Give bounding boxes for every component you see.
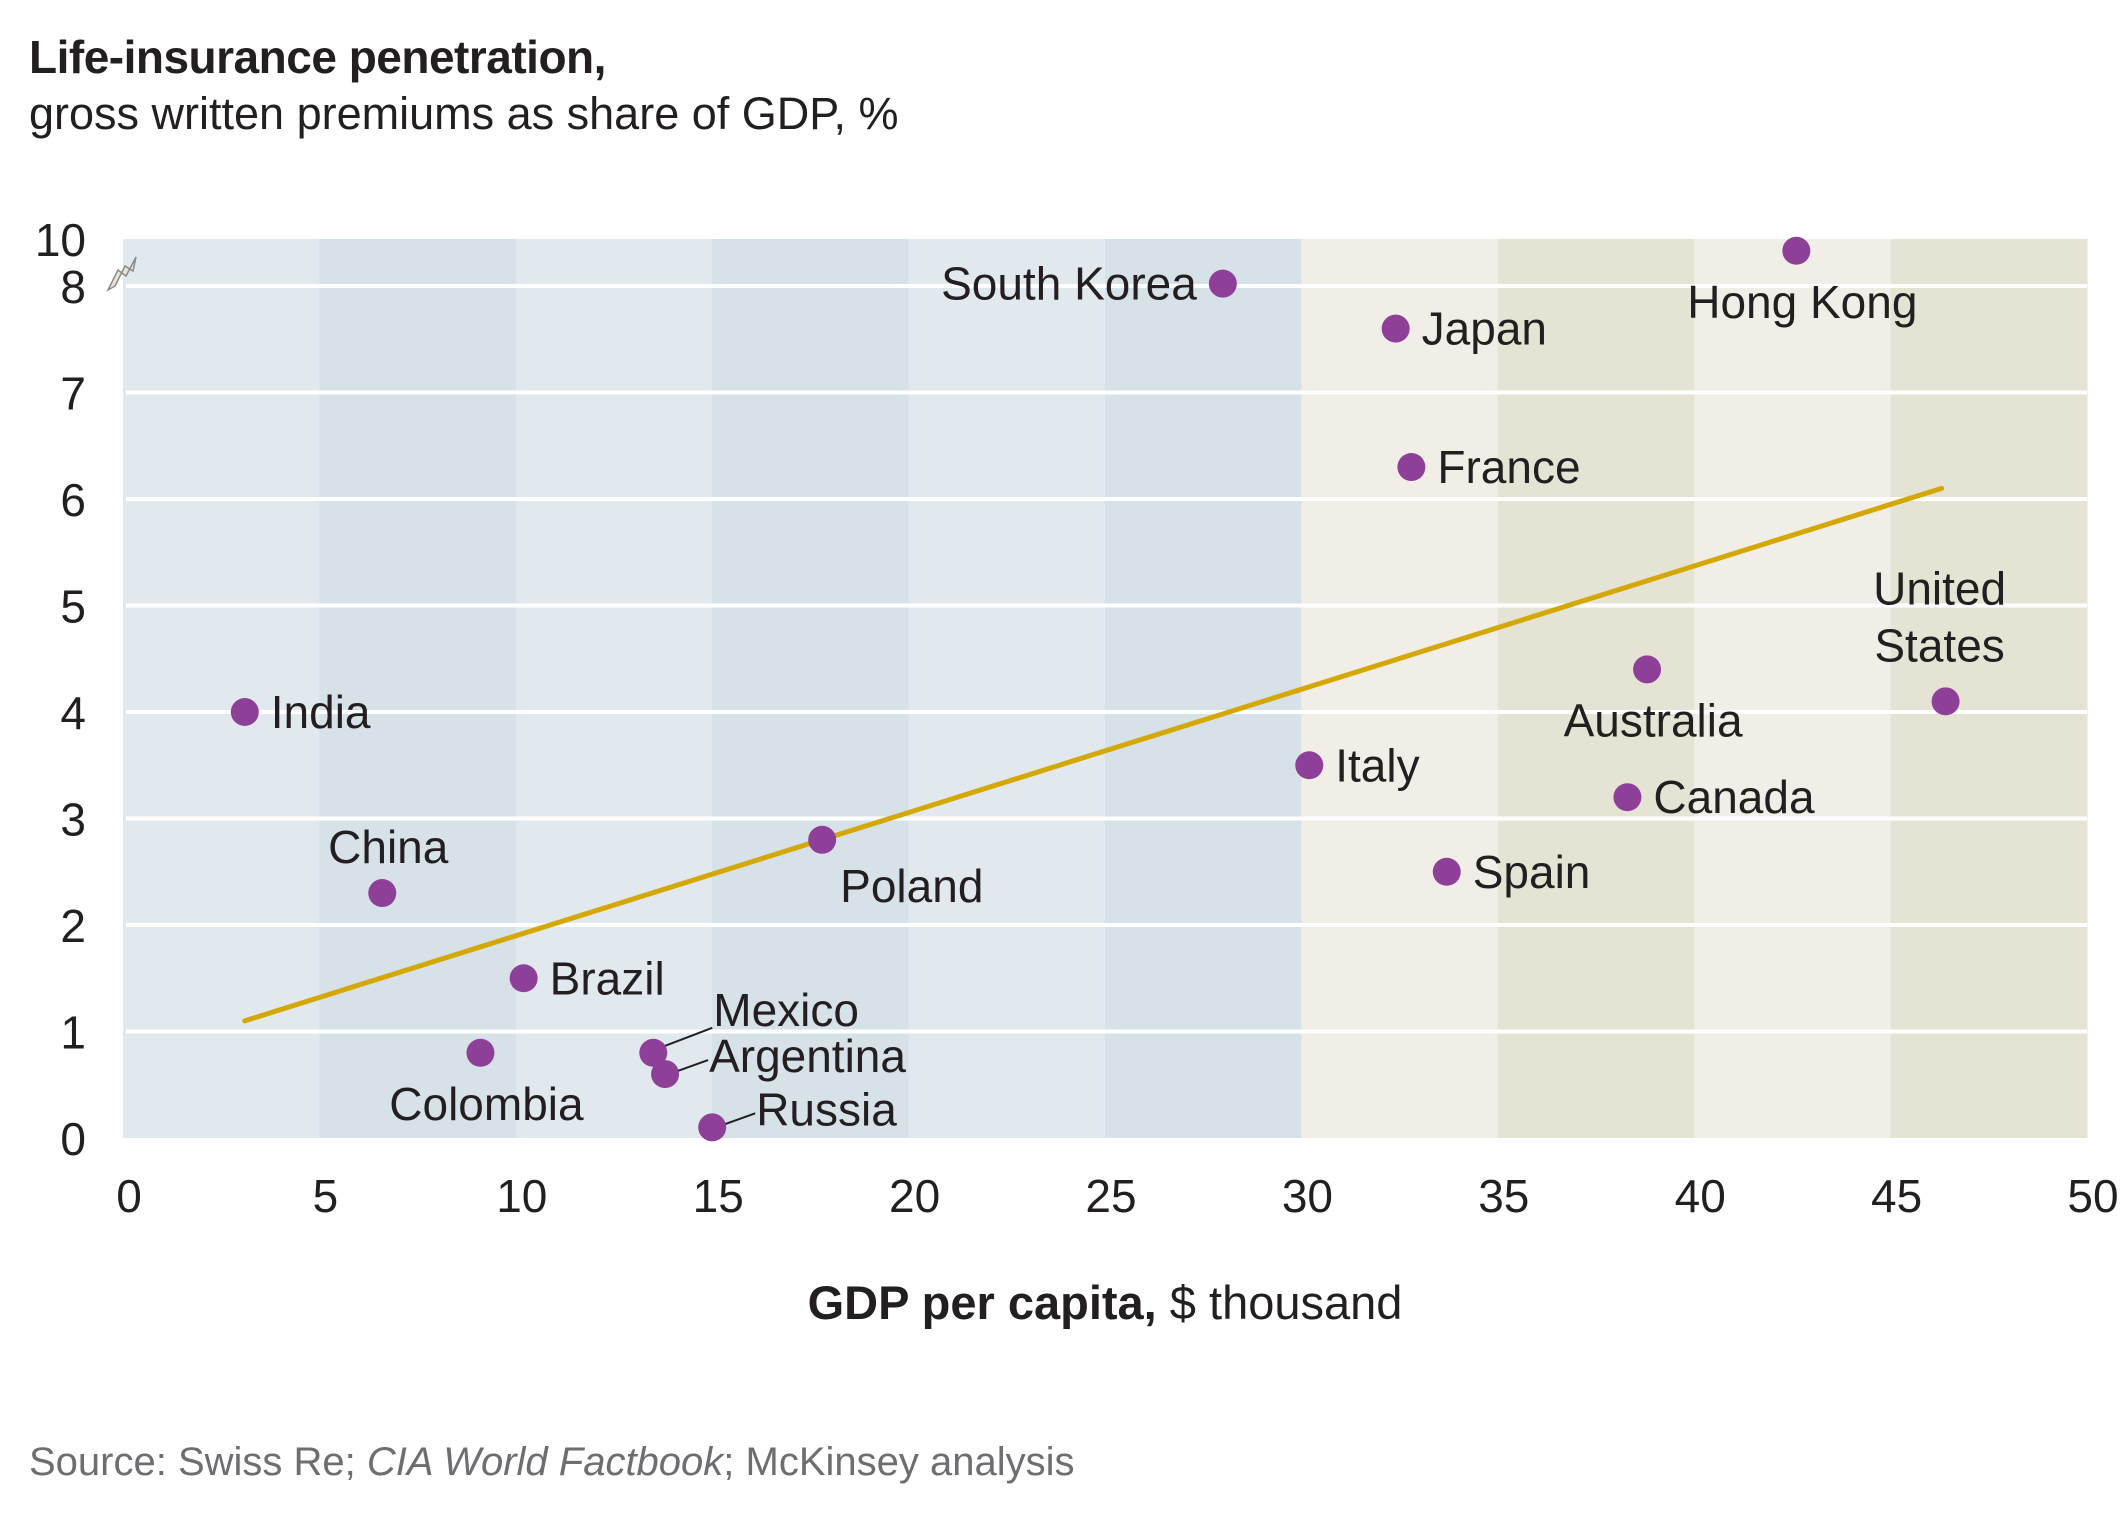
background-band [908,239,1106,1138]
background-band [712,239,910,1138]
data-point-hong-kong [1782,236,1811,265]
x-tick-label: 40 [1675,1170,1726,1222]
gridlines [126,284,2087,1034]
point-label-poland: Poland [840,860,983,912]
point-label-spain: Spain [1473,846,1591,898]
x-tick-label: 10 [496,1170,547,1222]
axis-break-icon [106,256,137,292]
data-point-colombia [466,1038,495,1067]
y-tick-label: 5 [60,581,86,633]
data-point-united-states [1931,687,1960,716]
data-point-japan [1381,314,1410,343]
data-point-italy [1295,751,1324,780]
data-point-mexico [639,1038,668,1067]
leader-line [656,1026,713,1050]
y-tick-label: 8 [60,261,86,313]
data-point-france [1397,453,1426,482]
point-label-united-states-line2: States [1874,619,2004,671]
y-axis-ticks: 0 1 2 3 4 5 6 7 810 [35,214,86,1165]
background-band [123,239,320,1138]
point-label-united-states-line1: United [1873,562,2006,614]
y-tick-label: 6 [60,474,86,526]
data-point-china [368,879,397,908]
point-label-hong-kong: Hong Kong [1687,276,1917,328]
background-band [1105,239,1302,1138]
point-label-india: India [271,686,371,738]
point-label-france: France [1437,441,1580,493]
point-label-argentina: Argentina [709,1030,906,1082]
y-tick-label: 2 [60,900,86,952]
trendline [242,485,1945,1024]
data-point-canada [1613,783,1642,812]
chart-title: Life-insurance penetration, [29,31,606,83]
x-axis-ticks: 0 5 10 15 20 25 30 35 40 45 50 [116,1170,2118,1222]
trendline-group [242,485,1945,1024]
data-point-argentina [651,1060,680,1089]
x-axis-label: GDP per capita, $ thousand [0,1275,2125,1330]
axis-break-icon [106,256,137,292]
x-tick-label: 5 [313,1170,339,1222]
point-label-canada: Canada [1653,771,1815,823]
point-labels: India China Colombia Brazil MexicoArgentinaR… [271,258,2006,1136]
data-point-spain [1432,857,1461,886]
background-band [1890,239,2088,1138]
x-axis-label-unit: $ thousand [1156,1276,1403,1329]
y-tick-label: 7 [60,368,86,420]
x-tick-label: 25 [1085,1170,1136,1222]
background-bands [123,239,2088,1138]
x-tick-label: 20 [889,1170,940,1222]
data-point-russia [698,1113,727,1142]
x-axis-label-bold: GDP per capita, [807,1276,1157,1329]
background-band [1694,239,1892,1138]
point-label-colombia: Colombia [389,1078,584,1130]
point-label-australia: Australia [1564,694,1743,746]
point-label-brazil: Brazil [550,952,665,1004]
point-label-russia: Russia [756,1083,897,1135]
x-tick-label: 45 [1871,1170,1922,1222]
background-band [515,239,713,1138]
y-tick-label: 4 [60,687,86,739]
x-tick-label: 35 [1478,1170,1529,1222]
point-label-china: China [328,821,449,873]
point-label-south-korea: South Korea [941,258,1197,310]
y-tick-label: 1 [60,1007,86,1059]
source-note: Source: Swiss Re; CIA World Factbook; Mc… [29,1440,1075,1485]
y-tick-label: 3 [60,794,86,846]
source-italic: CIA World Factbook [366,1440,724,1484]
data-point-india [230,698,259,726]
data-points [230,236,1960,1142]
point-label-italy: Italy [1335,739,1419,791]
background-band [1497,239,1695,1138]
x-tick-label: 30 [1282,1170,1333,1222]
point-label-mexico: Mexico [713,984,859,1036]
y-tick-label: 10 [35,214,86,266]
x-tick-label: 15 [693,1170,744,1222]
data-point-australia [1633,655,1662,684]
point-label-japan: Japan [1422,303,1547,355]
chart-subtitle: gross written premiums as share of GDP, … [29,88,899,139]
source-suffix: ; McKinsey analysis [723,1440,1075,1484]
x-tick-label: 0 [116,1170,142,1222]
data-point-brazil [509,964,538,993]
source-prefix: Source: Swiss Re; [29,1440,367,1484]
x-tick-label: 50 [2067,1170,2118,1222]
background-band [1301,239,1499,1138]
data-point-south-korea [1208,269,1237,298]
data-point-poland [808,825,837,854]
y-tick-label: 0 [60,1113,86,1165]
